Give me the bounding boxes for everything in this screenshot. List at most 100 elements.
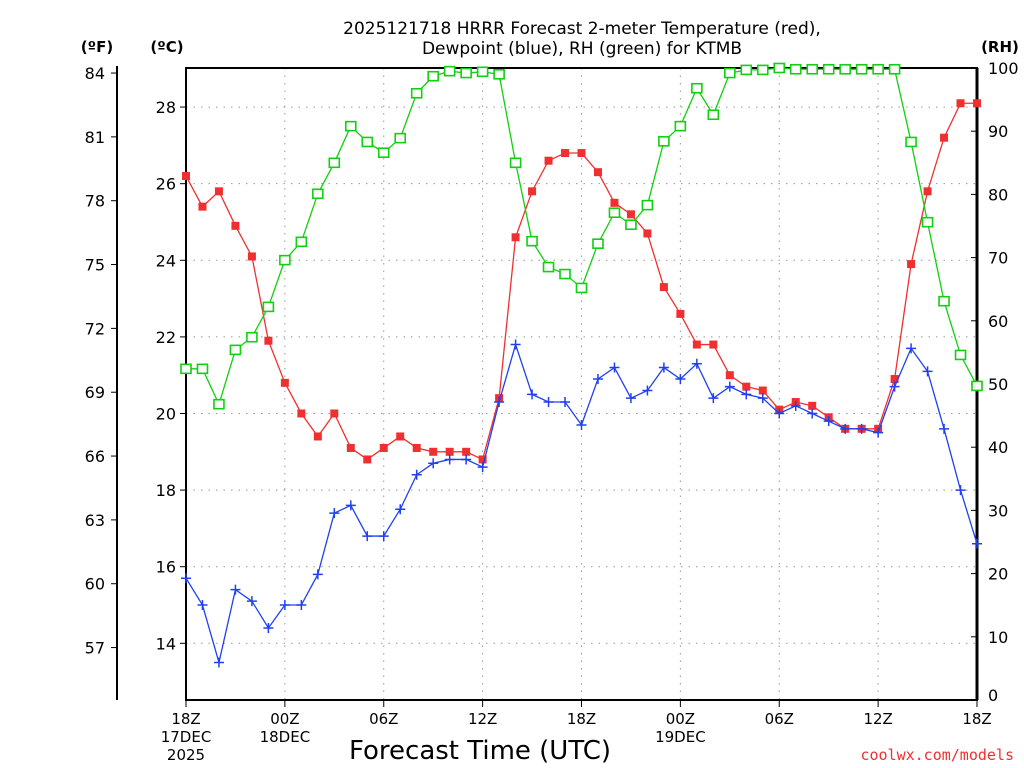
temperature-point (593, 168, 602, 177)
fahrenheit-tick-label: 57 (85, 639, 105, 658)
dewpoint-point (873, 427, 884, 438)
dewpoint-point (691, 358, 702, 369)
temperature-point (363, 455, 372, 464)
celsius-tick-label: 24 (156, 251, 176, 270)
rh-point (806, 63, 819, 75)
celsius-tick-label: 16 (156, 558, 176, 577)
rh-point (493, 69, 505, 80)
dewpoint-point (428, 458, 439, 469)
dewpoint-point (477, 462, 488, 473)
rh-point (229, 344, 242, 356)
rh-point (460, 67, 472, 79)
temperature-point (247, 252, 256, 261)
celsius-tick-label: 20 (156, 404, 176, 423)
temperature-point (511, 233, 520, 242)
celsius-unit-label: (ºC) (150, 38, 183, 56)
dewpoint-point (592, 374, 603, 385)
rh-tick-label: 40 (988, 438, 1008, 457)
rh-point (246, 331, 258, 343)
temperature-point (396, 432, 405, 441)
rh-point (608, 207, 621, 219)
x-date-label: 18DEC (260, 728, 311, 746)
dewpoint-point (889, 381, 900, 392)
temperature-point (940, 133, 949, 142)
dewpoint-point (444, 454, 455, 465)
dewpoint-point (329, 508, 340, 519)
fahrenheit-tick-label: 78 (85, 192, 105, 211)
rh-point (262, 301, 275, 313)
dewpoint-point (807, 408, 818, 419)
temperature-point (412, 443, 421, 452)
dewpoint-point (246, 596, 257, 607)
temperature-point (462, 447, 471, 456)
rh-point (954, 349, 967, 361)
temperature-point (923, 187, 932, 196)
temperature-point (956, 99, 965, 108)
rh-point (822, 63, 835, 75)
dewpoint-point (312, 569, 323, 580)
dewpoint-point (708, 393, 719, 404)
x-tick-label: 06Z (369, 710, 398, 728)
rh-tick-label: 80 (988, 185, 1008, 204)
dewpoint-point (790, 400, 801, 411)
dewpoint-point (972, 538, 982, 549)
x-tick-label: 18Z (962, 710, 991, 728)
dewpoint-point (362, 531, 373, 542)
temperature-point (676, 309, 685, 318)
rh-point (855, 63, 868, 75)
rh-point (377, 147, 390, 158)
fahrenheit-tick-label: 63 (85, 511, 105, 530)
dewpoint-point (345, 500, 356, 511)
x-tick-label: 12Z (468, 710, 497, 728)
temperature-point (973, 99, 981, 108)
rh-point (526, 235, 538, 247)
chart-title-line2: Dewpoint (blue), RH (green) for KTMB (422, 39, 742, 59)
temperature-point (808, 401, 817, 410)
rh-point (625, 219, 637, 231)
dewpoint-point (213, 657, 224, 668)
rh-tick-label: 60 (988, 312, 1008, 331)
rh-point (213, 398, 225, 410)
dewpoint-point (461, 454, 472, 465)
dewpoint-point (675, 374, 686, 385)
temperature-point (214, 187, 223, 196)
dewpoint-point (724, 381, 735, 392)
data-series (180, 62, 983, 668)
temperature-point (280, 378, 289, 387)
rh-point (361, 136, 374, 148)
dewpoint-point (757, 393, 768, 404)
rh-point (872, 63, 884, 75)
rh-point (410, 87, 423, 99)
fahrenheit-tick-label: 75 (85, 256, 105, 275)
rh-point (575, 282, 588, 294)
temperature-point (528, 187, 537, 196)
rh-point (328, 157, 341, 169)
dewpoint-point (642, 385, 653, 396)
rh-point (196, 363, 209, 375)
celsius-tick-label: 18 (156, 481, 176, 500)
dewpoint-point (279, 600, 290, 611)
dewpoint-point (527, 389, 538, 400)
dewpoint-point (840, 423, 851, 434)
x-year-label: 2025 (167, 746, 205, 764)
rh-point (295, 236, 308, 248)
x-date-label: 19DEC (655, 728, 706, 746)
x-tick-label: 18Z (567, 710, 596, 728)
dewpoint-point (510, 339, 521, 350)
temperature-point (346, 443, 355, 452)
rh-point (180, 363, 192, 375)
dewpoint-point (197, 600, 208, 611)
dewpoint-point (823, 416, 834, 427)
temperature-point (330, 409, 339, 418)
rh-point (938, 295, 950, 307)
rh-point (559, 268, 571, 280)
x-tick-label: 06Z (765, 710, 794, 728)
rh-point (312, 188, 324, 200)
dewpoint-point (395, 504, 406, 515)
x-tick-label: 18Z (171, 710, 200, 728)
x-tick-label: 00Z (270, 710, 299, 728)
rh-tick-label: 70 (988, 249, 1008, 268)
fahrenheit-tick-label: 81 (85, 128, 105, 147)
